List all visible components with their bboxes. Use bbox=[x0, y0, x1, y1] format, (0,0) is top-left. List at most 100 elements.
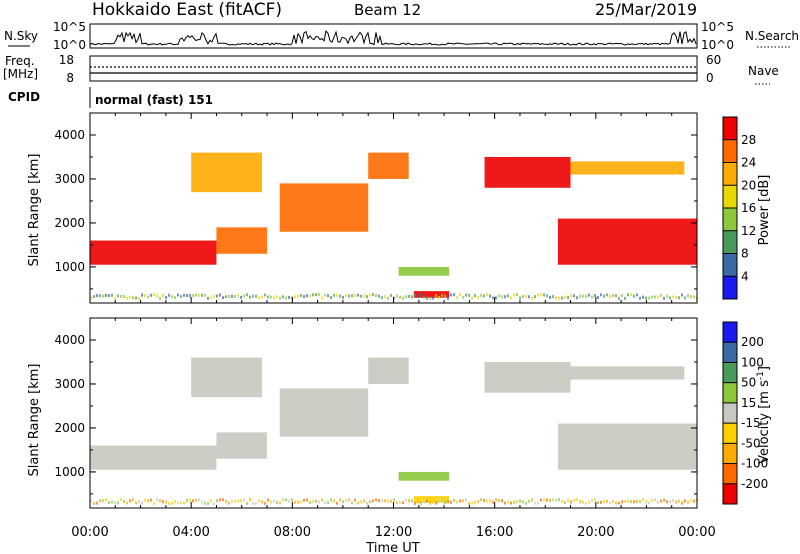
velocity-colorbar-tick-label: -100 bbox=[741, 457, 768, 471]
velocity-noise-dot bbox=[135, 501, 137, 505]
freq-tick-bottom: 8 bbox=[66, 71, 74, 85]
power-noise-dot bbox=[435, 294, 437, 298]
velocity-noise-dot bbox=[270, 500, 272, 504]
power-noise-dot bbox=[138, 296, 140, 300]
power-colorbar-tick-label: 8 bbox=[741, 247, 749, 261]
power-noise-dot bbox=[309, 294, 311, 298]
power-noise-dot bbox=[216, 294, 218, 298]
power-noise-dot bbox=[525, 294, 527, 298]
velocity-noise-dot bbox=[333, 499, 335, 503]
velocity-noise-dot bbox=[417, 500, 419, 504]
velocity-noise-dot bbox=[543, 498, 545, 502]
velocity-noise-dot bbox=[591, 498, 593, 502]
power-noise-dot bbox=[270, 295, 272, 299]
power-noise-dot bbox=[672, 295, 674, 299]
power-noise-dot bbox=[111, 293, 113, 297]
velocity-panel: 1000 2000 3000 4000 200 100 50 15 -15 -50 -100 -200 bbox=[54, 317, 768, 509]
power-noise-dot bbox=[276, 295, 278, 299]
velocity-noise-dot bbox=[636, 500, 638, 504]
power-noise-dot bbox=[297, 294, 299, 298]
velocity-noise-dot bbox=[414, 501, 416, 505]
power-noise-dot bbox=[432, 296, 434, 300]
velocity-noise-dot bbox=[273, 499, 275, 503]
freq-label-1: Freq. bbox=[5, 54, 35, 68]
power-noise-dot bbox=[369, 293, 371, 297]
power-noise-dot bbox=[225, 295, 227, 299]
power-noise-dot bbox=[531, 296, 533, 300]
velocity-noise-dot bbox=[99, 499, 101, 503]
power-noise-dot bbox=[375, 294, 377, 298]
power-ytick-label: 3000 bbox=[54, 172, 85, 186]
velocity-noise-dot bbox=[588, 500, 590, 504]
power-noise-dot bbox=[144, 293, 146, 297]
x-axis-label: Time UT bbox=[365, 541, 419, 554]
power-noise-dot bbox=[615, 294, 617, 298]
velocity-noise-dot bbox=[546, 498, 548, 502]
velocity-noise-dot bbox=[321, 498, 323, 502]
power-noise-dot bbox=[204, 293, 206, 297]
velocity-noise-dot bbox=[462, 499, 464, 503]
freq-tick-top: 18 bbox=[59, 53, 74, 67]
power-noise-dot bbox=[582, 294, 584, 298]
power-colorbar-swatch bbox=[723, 185, 737, 208]
cpid-text: normal (fast) 151 bbox=[95, 93, 213, 107]
power-noise-dot bbox=[669, 296, 671, 300]
velocity-colorbar-tick-label: -50 bbox=[741, 436, 761, 450]
power-noise-dot bbox=[489, 294, 491, 298]
power-noise-dot bbox=[246, 293, 248, 297]
velocity-noise-dot bbox=[489, 499, 491, 503]
velocity-noise-dot bbox=[429, 501, 431, 505]
power-noise-dot bbox=[468, 293, 470, 297]
power-noise-dot bbox=[120, 294, 122, 298]
power-noise-dot bbox=[285, 296, 287, 300]
power-noise-dot bbox=[480, 293, 482, 297]
power-noise-dot bbox=[255, 294, 257, 298]
velocity-noise-dot bbox=[537, 501, 539, 505]
velocity-colorbar-swatch bbox=[723, 322, 737, 343]
velocity-noise-dot bbox=[255, 501, 257, 505]
velocity-noise-dot bbox=[558, 498, 560, 502]
velocity-noise-dot bbox=[576, 498, 578, 502]
power-noise-dot bbox=[363, 294, 365, 298]
power-noise-dot bbox=[213, 294, 215, 298]
velocity-colorbar-label-sup: -1 bbox=[756, 371, 766, 380]
velocity-noise-dot bbox=[678, 499, 680, 503]
power-noise-dot bbox=[648, 296, 650, 300]
power-noise-dot bbox=[330, 296, 332, 300]
power-noise-dot bbox=[567, 296, 569, 300]
velocity-noise-dot bbox=[477, 500, 479, 504]
velocity-noise-dot bbox=[342, 500, 344, 504]
power-noise-dot bbox=[351, 294, 353, 298]
velocity-noise-dot bbox=[420, 501, 422, 505]
power-noise-dot bbox=[150, 293, 152, 297]
power-noise-dot bbox=[666, 294, 668, 298]
velocity-noise-dot bbox=[132, 498, 134, 502]
velocity-noise-dot bbox=[564, 501, 566, 505]
power-noise-dot bbox=[321, 296, 323, 300]
velocity-noise-dot bbox=[669, 500, 671, 504]
power-noise-dot bbox=[345, 294, 347, 298]
power-noise-dot bbox=[378, 294, 380, 298]
velocity-noise-dot bbox=[507, 500, 509, 504]
power-noise-dot bbox=[462, 295, 464, 299]
power-noise-dot bbox=[195, 293, 197, 297]
velocity-region bbox=[90, 445, 217, 470]
velocity-noise-dot bbox=[90, 499, 92, 503]
velocity-noise-dot bbox=[480, 498, 482, 502]
power-noise-dot bbox=[219, 293, 221, 297]
velocity-colorbar-swatch bbox=[723, 463, 737, 484]
velocity-noise-dot bbox=[309, 500, 311, 504]
velocity-noise-dot bbox=[378, 499, 380, 503]
power-noise-dot bbox=[657, 295, 659, 299]
power-noise-dot bbox=[135, 296, 137, 300]
velocity-noise-dot bbox=[147, 499, 149, 503]
velocity-noise-dot bbox=[129, 499, 131, 503]
velocity-noise-dot bbox=[360, 500, 362, 504]
nsky-trace bbox=[89, 30, 697, 46]
power-noise-dot bbox=[324, 293, 326, 297]
power-ylabel: Slant Range [km] bbox=[27, 154, 42, 267]
power-noise-dot bbox=[576, 296, 578, 300]
velocity-colorbar-tick-label: 15 bbox=[741, 396, 756, 410]
power-noise-dot bbox=[165, 296, 167, 300]
power-noise-dot bbox=[186, 293, 188, 297]
